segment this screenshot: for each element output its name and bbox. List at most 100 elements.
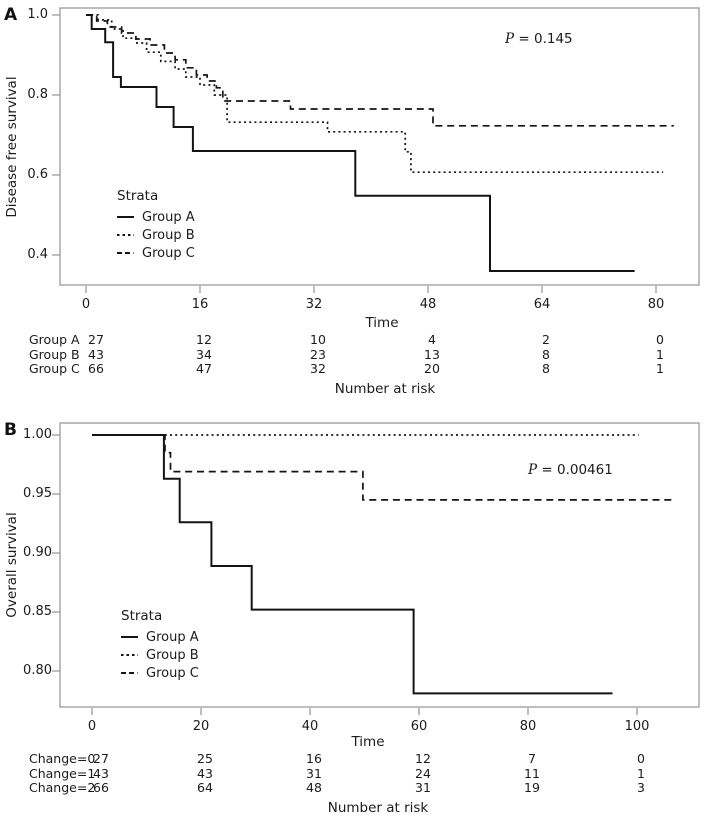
panel-a-curve-group-b: [86, 14, 664, 174]
panel-a-x-tick-label: 16: [191, 297, 209, 312]
panel-b-x-axis-title: Time: [351, 734, 385, 750]
solid-line-swatch: [117, 216, 134, 218]
panel-b-risk-value: 31: [306, 765, 322, 781]
panel-b-curve-group-a: [92, 434, 613, 695]
dashed-line-swatch: [117, 252, 134, 254]
dashed-line-swatch: [121, 672, 138, 674]
panel-b-risk-value: 16: [306, 751, 322, 766]
panel-a-x-tick-label: 48: [419, 297, 437, 312]
panel-a-risk-value: 34: [196, 346, 212, 362]
panel-a-x-tick-label: 80: [647, 297, 665, 312]
panel-a-y-tick-label: 0.6: [27, 167, 48, 182]
panel-a-risk-value: 12: [196, 332, 212, 347]
legend-label: Group C: [146, 666, 199, 681]
panel-a-risk-value: 13: [424, 346, 440, 362]
panel-a-risk-caption: Number at risk: [334, 381, 436, 397]
panel-a-risk-value: 47: [196, 361, 212, 376]
legend-label: Group B: [142, 228, 195, 243]
legend-item-group-b: Group B: [117, 229, 195, 243]
panel-a-risk-value: 8: [542, 346, 550, 362]
solid-line-swatch: [121, 636, 138, 638]
panel-b-x-tick-label: 60: [410, 719, 428, 734]
panel-b-risk-row-label: Change=0: [29, 751, 96, 766]
panel-b-letter: B: [4, 420, 17, 440]
legend-item-group-c: Group C: [117, 247, 195, 261]
panel-b-x-tick-label: 80: [519, 719, 537, 734]
panel-a-y-tick-label: 0.8: [27, 87, 48, 102]
dotted-line-swatch: [121, 654, 138, 656]
panel-a-y-tick-label: 1.0: [27, 7, 48, 22]
panel-b-risk-value: 3: [637, 780, 645, 795]
panel-b-risk-row-label: Change=2: [29, 780, 96, 795]
legend-label: Group C: [142, 246, 195, 261]
panel-a-plot-frame: [59, 7, 700, 286]
panel-b-y-tick-label: 0.95: [23, 486, 52, 501]
panel-b-x-tick-label: 0: [87, 719, 97, 734]
panel-a-risk-value: 27: [88, 332, 104, 347]
panel-b-risk-value: 43: [93, 765, 109, 781]
panel-a-risk-row-label: Group A: [29, 332, 80, 347]
panel-a-risk-value: 10: [310, 332, 326, 347]
legend-title: Strata: [117, 188, 159, 204]
panel-a-x-tick-label: 64: [533, 297, 551, 312]
panel-b-y-tick-label: 0.80: [23, 663, 52, 678]
panel-a-x-axis-title: Time: [365, 315, 399, 331]
panel-a-curve-group-a: [86, 14, 635, 272]
panel-a-x-tick-label: 32: [305, 297, 323, 312]
panel-a-risk-row-label: Group B: [29, 346, 80, 362]
legend-title: Strata: [121, 608, 163, 624]
panel-b-risk-value: 27: [93, 751, 109, 766]
panel-b-risk-value: 24: [415, 765, 431, 781]
panel-b-risk-value: 31: [415, 780, 431, 795]
panel-b-x-tick-label: 40: [301, 719, 319, 734]
panel-a-risk-row-label: Group C: [29, 361, 80, 376]
panel-a-risk-value: 32: [310, 361, 326, 376]
legend-label: Group A: [142, 210, 195, 225]
panel-a-risk-value: 23: [310, 346, 326, 362]
dotted-line-swatch: [117, 234, 134, 236]
panel-b-risk-row-label: Change=1: [29, 765, 96, 781]
panel-b-x-tick-label: 100: [624, 719, 650, 734]
legend-label: Group A: [146, 630, 199, 645]
panel-b-risk-value: 43: [197, 765, 213, 781]
legend-item-group-b: Group B: [121, 649, 199, 663]
panel-b-legend: Strata Group A Group B Group C: [121, 608, 199, 681]
panel-b-risk-value: 12: [415, 751, 431, 766]
panel-b-risk-value: 64: [197, 780, 213, 795]
panel-b-p-value: P = 0.00461: [528, 462, 613, 478]
legend-item-group-c: Group C: [121, 667, 199, 681]
panel-b-risk-caption: Number at risk: [327, 800, 429, 816]
p-value-text: = 0.00461: [537, 462, 613, 478]
p-value-text: = 0.145: [514, 31, 573, 47]
panel-a-risk-value: 43: [88, 346, 104, 362]
panel-b-x-tick-label: 20: [192, 719, 210, 734]
panel-a-risk-value: 0: [656, 332, 664, 347]
p-symbol: P: [505, 31, 515, 47]
panel-a-y-tick-label: 0.4: [27, 247, 48, 262]
panel-a-letter: A: [4, 5, 18, 25]
panel-b-y-tick-label: 1.00: [23, 427, 52, 442]
panel-b-y-tick-label: 0.90: [23, 545, 52, 560]
panel-a-risk-value: 2: [542, 332, 550, 347]
legend-item-group-a: Group A: [117, 211, 195, 225]
panel-b-risk-value: 48: [306, 780, 322, 795]
panel-a-y-axis-title: Disease free survival: [4, 76, 20, 218]
panel-b-risk-value: 11: [524, 765, 540, 781]
panel-b-risk-value: 0: [637, 751, 645, 766]
panel-b-curve-group-c: [92, 434, 676, 501]
panel-b-y-tick-label: 0.85: [23, 604, 52, 619]
panel-a-risk-value: 1: [656, 346, 664, 362]
panel-a-risk-value: 20: [424, 361, 440, 376]
panel-a-risk-value: 66: [88, 361, 104, 376]
panel-b-risk-value: 25: [197, 751, 213, 766]
panel-a-p-value: P = 0.145: [505, 31, 573, 47]
panel-b-plot-frame: [59, 422, 700, 708]
panel-a-risk-value: 8: [542, 361, 550, 376]
panel-a-risk-value: 1: [656, 361, 664, 376]
panel-a-risk-value: 4: [428, 332, 436, 347]
panel-b-risk-value: 1: [637, 765, 645, 781]
legend-label: Group B: [146, 648, 199, 663]
legend-item-group-a: Group A: [121, 631, 199, 645]
